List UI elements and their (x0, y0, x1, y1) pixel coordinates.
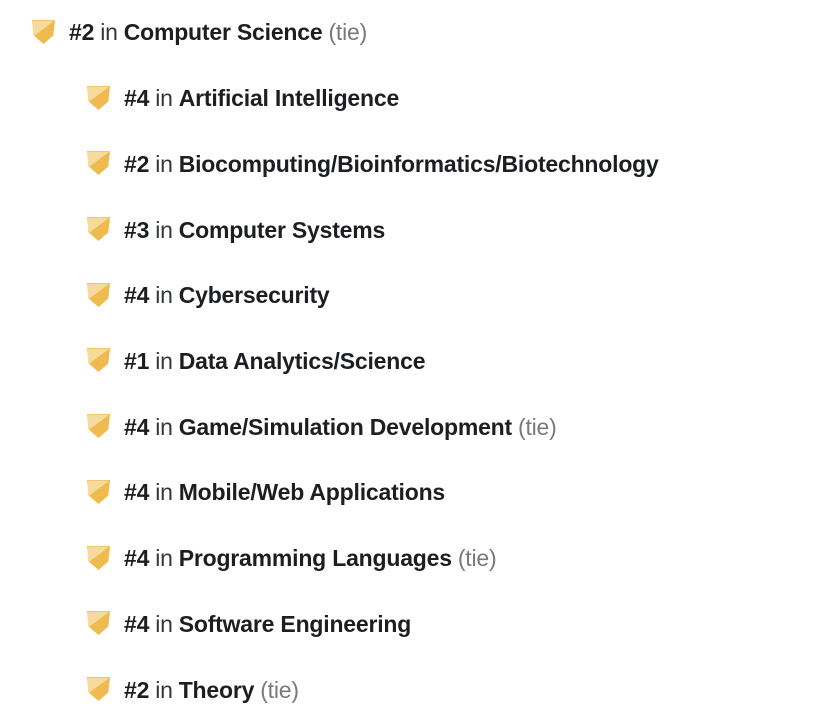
rank-subject: Artificial Intelligence (178, 85, 400, 112)
ranking-badge-icon (87, 677, 110, 702)
ranking-badge-icon (87, 414, 110, 439)
ranking-text: #2 in Theory (tie) (124, 677, 299, 704)
ranking-text: #3 in Computer Systems (124, 217, 385, 244)
rank-subject: Theory (178, 676, 255, 703)
ranking-item[interactable]: #4 in Software Engineering (0, 591, 813, 657)
ranking-badge-icon (87, 611, 110, 636)
rank-number: #2 (124, 676, 150, 703)
ranking-item-parent[interactable]: #2 in Computer Science (tie) (0, 0, 813, 66)
rank-connector: in (155, 85, 173, 112)
ranking-text: #2 in Computer Science (tie) (69, 19, 367, 46)
rank-number: #4 (124, 610, 150, 637)
rank-connector: in (155, 545, 173, 572)
tie-indicator: (tie) (518, 413, 557, 440)
ranking-item[interactable]: #2 in Biocomputing/Bioinformatics/Biotechn… (0, 131, 813, 197)
rank-connector: in (155, 347, 173, 374)
ranking-item[interactable]: #4 in Artificial Intelligence (0, 66, 813, 132)
ranking-item[interactable]: #3 in Computer Systems (0, 197, 813, 263)
rank-subject: Biocomputing/Bioinformatics/Biotechnolog… (178, 150, 659, 177)
rank-number: #4 (124, 479, 150, 506)
rank-number: #2 (124, 150, 150, 177)
ranking-item[interactable]: #4 in Game/Simulation Development (tie) (0, 394, 813, 460)
rank-number: #2 (69, 19, 95, 46)
ranking-text: #2 in Biocomputing/Bioinformatics/Biotechn… (124, 151, 659, 178)
rank-subject: Computer Science (123, 19, 323, 46)
ranking-badge-icon (87, 217, 110, 242)
rank-subject: Programming Languages (178, 545, 452, 572)
rank-number: #3 (124, 216, 150, 243)
rank-connector: in (155, 610, 173, 637)
ranking-badge-icon (87, 545, 110, 570)
ranking-item[interactable]: #4 in Programming Languages (tie) (0, 526, 813, 592)
rank-connector: in (155, 216, 173, 243)
ranking-item[interactable]: #1 in Data Analytics/Science (0, 329, 813, 395)
ranking-badge-icon (87, 85, 110, 110)
ranking-badge-icon (87, 151, 110, 176)
ranking-text: #4 in Software Engineering (124, 611, 411, 638)
ranking-text: #4 in Mobile/Web Applications (124, 479, 445, 506)
ranking-item[interactable]: #4 in Cybersecurity (0, 263, 813, 329)
tie-indicator: (tie) (328, 19, 368, 46)
rank-number: #1 (124, 347, 150, 374)
rank-number: #4 (124, 413, 150, 440)
rank-connector: in (100, 19, 118, 46)
ranking-badge-icon (87, 479, 110, 504)
ranking-badge-icon (87, 348, 110, 373)
ranking-text: #4 in Cybersecurity (124, 282, 330, 309)
tie-indicator: (tie) (457, 545, 497, 572)
rank-number: #4 (124, 282, 150, 309)
ranking-badge-icon (87, 282, 110, 307)
ranking-text: #4 in Programming Languages (tie) (124, 545, 497, 572)
rank-connector: in (155, 282, 173, 309)
ranking-text: #4 in Artificial Intelligence (124, 85, 399, 112)
ranking-text: #1 in Data Analytics/Science (124, 348, 425, 375)
rank-subject: Cybersecurity (178, 282, 330, 309)
rank-subject: Computer Systems (178, 216, 386, 243)
rank-connector: in (155, 150, 173, 177)
rank-subject: Data Analytics/Science (178, 347, 426, 374)
ranking-item[interactable]: #2 in Theory (tie) (0, 657, 813, 723)
rank-number: #4 (124, 545, 150, 572)
rank-connector: in (155, 676, 173, 703)
rank-connector: in (155, 413, 173, 440)
tie-indicator: (tie) (260, 676, 299, 703)
rank-subject: Game/Simulation Development (178, 413, 512, 440)
rank-number: #4 (124, 85, 150, 112)
ranking-badge-icon (32, 19, 55, 44)
rank-subject: Mobile/Web Applications (178, 479, 446, 506)
ranking-item[interactable]: #4 in Mobile/Web Applications (0, 460, 813, 526)
rank-subject: Software Engineering (178, 610, 412, 637)
rank-connector: in (155, 479, 173, 506)
ranking-text: #4 in Game/Simulation Development (tie) (124, 414, 557, 441)
